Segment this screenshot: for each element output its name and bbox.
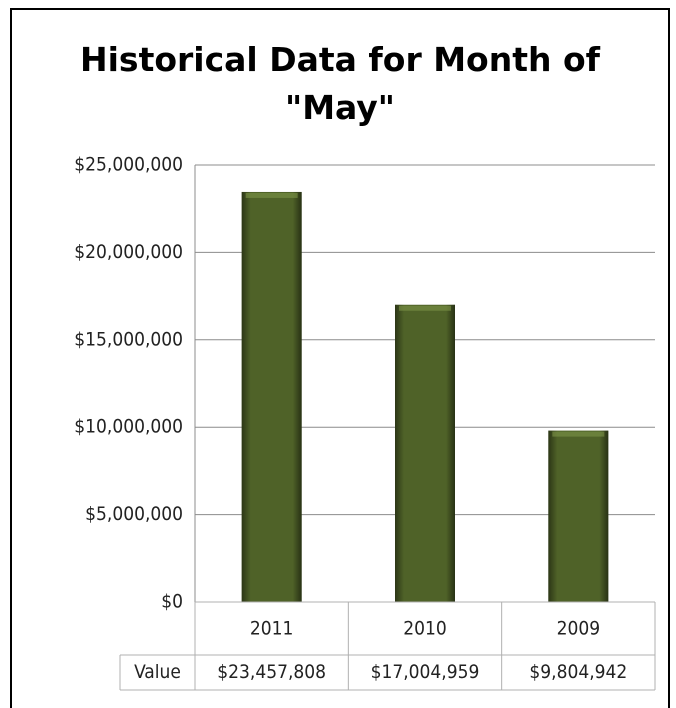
chart-frame [10, 8, 670, 708]
bar-shade [548, 430, 609, 602]
x-tick-label: 2009 [557, 618, 601, 640]
x-tick-label: 2010 [403, 618, 447, 640]
bar-shade [241, 191, 302, 602]
chart-title: Historical Data for Month of "May" [80, 40, 601, 127]
y-tick-label: $20,000,000 [74, 241, 183, 263]
bar-shade [395, 304, 455, 602]
data-table-value: $17,004,959 [371, 661, 480, 683]
y-tick-label: $0 [161, 591, 183, 613]
data-table-value: $23,457,808 [217, 661, 326, 683]
y-tick-label: $25,000,000 [74, 154, 183, 176]
y-tick-label: $5,000,000 [85, 503, 183, 525]
bar-bevel [245, 192, 298, 198]
bar-bevel [399, 305, 451, 311]
x-tick-label: 2011 [250, 618, 294, 640]
y-tick-label: $10,000,000 [74, 416, 183, 438]
y-tick-label: $15,000,000 [74, 328, 183, 350]
bar-bevel [552, 431, 605, 437]
data-table-series-name: Value [134, 661, 181, 683]
data-table-value: $9,804,942 [529, 661, 627, 683]
